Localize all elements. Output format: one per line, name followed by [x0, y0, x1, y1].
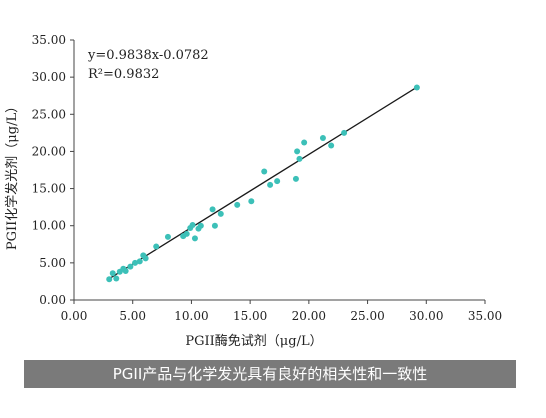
x-tick-label: 35.00: [468, 309, 502, 323]
y-tick-label: 10.00: [32, 219, 66, 233]
data-point: [292, 175, 299, 182]
data-point: [261, 168, 268, 175]
x-axis-label: PGII酶免试剂（μg/L）: [185, 333, 322, 349]
x-tick-label: 10.00: [174, 309, 208, 323]
regression-equation: y=0.9838x-0.0782: [87, 48, 209, 63]
chart: 0.00 5.00 10.00 15.00 20.00 25.00 30.00 35.00 0.…: [4, 33, 503, 349]
data-point: [197, 222, 204, 229]
axes: 0.00 5.00 10.00 15.00 20.00 25.00 30.00 35.00 0.…: [32, 33, 503, 323]
data-point: [127, 263, 134, 270]
x-tick-label: 30.00: [409, 309, 443, 323]
data-point: [106, 276, 113, 283]
y-tick-label: 25.00: [32, 107, 66, 121]
x-tick-label: 15.00: [233, 309, 267, 323]
data-point: [183, 230, 190, 237]
regression-line: [108, 86, 418, 280]
data-point: [341, 129, 348, 136]
data-point: [113, 275, 120, 282]
y-tick-label: 5.00: [39, 256, 66, 270]
data-point: [209, 206, 216, 213]
data-point: [211, 222, 218, 229]
data-point: [267, 181, 274, 188]
data-point: [142, 255, 149, 262]
data-point: [109, 270, 116, 277]
y-tick-label: 35.00: [32, 33, 66, 47]
data-point: [189, 221, 196, 228]
data-point: [301, 139, 308, 146]
y-tick-label: 30.00: [32, 70, 66, 84]
data-point: [274, 178, 281, 185]
data-point: [122, 268, 129, 275]
data-point: [413, 84, 420, 91]
chart-marks: [106, 84, 420, 283]
caption-bar: PGII产品与化学发光具有良好的相关性和一致性: [24, 360, 516, 388]
data-point: [136, 258, 143, 265]
data-point: [153, 243, 160, 250]
chart-labels: y=0.9838x-0.0782 R²=0.9832 PGII酶免试剂（μg/L…: [4, 48, 323, 349]
data-point: [328, 142, 335, 149]
y-tick-label: 15.00: [32, 182, 66, 196]
y-tick-label: 20.00: [32, 144, 66, 158]
x-tick-label: 25.00: [350, 309, 384, 323]
data-point: [296, 155, 303, 162]
x-tick-label: 0.00: [61, 309, 88, 323]
x-tick-label: 5.00: [119, 309, 146, 323]
x-tick-label: 20.00: [292, 309, 326, 323]
data-point: [217, 210, 224, 217]
data-point: [164, 233, 171, 240]
y-axis-label: PGII化学发光剂（μg/L）: [4, 100, 20, 250]
data-point: [294, 148, 301, 155]
data-point: [234, 201, 241, 208]
data-point: [248, 198, 255, 205]
data-point: [191, 235, 198, 242]
r-squared: R²=0.9832: [88, 67, 159, 82]
y-tick-label: 0.00: [39, 293, 66, 307]
scatter-chart: 0.00 5.00 10.00 15.00 20.00 25.00 30.00 35.00 0.…: [4, 33, 503, 349]
data-point: [319, 135, 326, 142]
data-point: [132, 259, 139, 266]
